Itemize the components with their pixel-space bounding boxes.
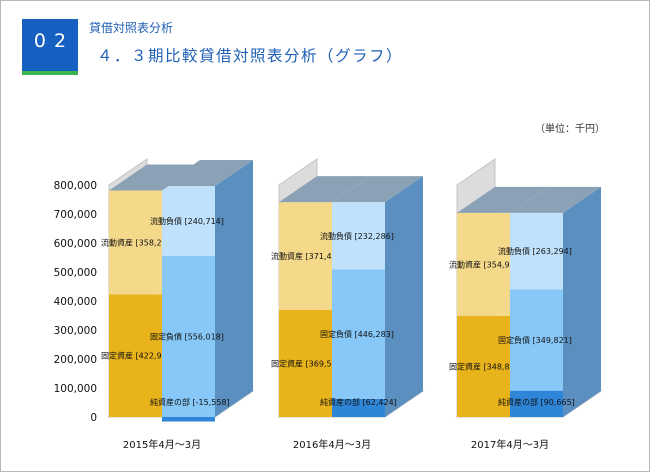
- liability-segment-current: [332, 202, 385, 270]
- page-title: ４．３期比較貸借対照表分析（グラフ）: [97, 47, 404, 65]
- bar-side-face: [215, 159, 253, 417]
- asset-top-face: [109, 164, 200, 191]
- y-tick-label: 600,000: [54, 238, 97, 250]
- asset-top-face: [457, 186, 548, 213]
- liability-segment-fixed: [510, 289, 563, 391]
- asset-segment-fixed: [279, 309, 332, 417]
- y-tick-label: 100,000: [54, 383, 97, 395]
- liability-segment-equity: [332, 398, 385, 417]
- liability-segment-equity: [510, 390, 563, 417]
- liability-top-face: [162, 159, 253, 186]
- liability-segment-label: 固定負債 [446,283]: [320, 329, 394, 339]
- y-tick-label: 200,000: [54, 354, 97, 366]
- period-group-2: 固定資産 [369,54 流動資産 [371,45 純資産の部 [62,424] 固定…: [271, 158, 425, 451]
- asset-segment-label: 流動資産 [354,96: [449, 259, 515, 269]
- liability-segment-equity: [162, 417, 215, 422]
- liability-top-face: [510, 186, 601, 213]
- asset-segment-label: 固定資産 [348,81: [449, 361, 515, 371]
- liability-segment-label: 固定負債 [556,018]: [150, 331, 224, 341]
- y-tick-label: 400,000: [54, 296, 97, 308]
- liability-segment-label: 純資産の部 [90,665]: [498, 397, 575, 407]
- asset-segment-fixed: [109, 294, 162, 417]
- x-category-label: 2015年4月～3月: [123, 438, 201, 451]
- asset-segment-label: 固定資産 [369,54: [271, 358, 337, 368]
- bar-side-face: [563, 186, 601, 417]
- x-category-label: 2016年4月～3月: [293, 438, 371, 451]
- asset-segment-current: [279, 202, 332, 310]
- y-tick-label: 500,000: [54, 267, 97, 279]
- section-number: 02: [33, 30, 75, 52]
- period-group-3: 固定資産 [348,81 流動資産 [354,96 純資産の部 [90,665] 固定…: [449, 158, 603, 451]
- x-category-label: 2017年4月～3月: [471, 438, 549, 451]
- unit-label: （単位：千円）: [535, 124, 605, 135]
- section-subtitle: 貸借対照表分析: [89, 21, 174, 35]
- liability-segment-label: 流動負債 [232,286]: [320, 231, 394, 241]
- y-tick-label: 800,000: [54, 180, 97, 192]
- y-tick-label: 0: [90, 412, 97, 424]
- asset-segment-label: 流動資産 [358,20: [101, 237, 167, 247]
- liability-segment-label: 純資産の部 [62,424]: [320, 397, 397, 407]
- liability-segment-label: 流動負債 [263,294]: [498, 246, 572, 256]
- asset-segment-label: 流動資産 [371,45: [271, 251, 337, 261]
- badge-accent-bar: [22, 71, 78, 75]
- liability-segment-label: 固定負債 [349,821]: [498, 335, 572, 345]
- y-tick-label: 700,000: [54, 209, 97, 221]
- asset-segment-current: [109, 190, 162, 295]
- liability-segment-label: 純資産の部 [-15,558]: [150, 397, 230, 407]
- liability-top-face: [332, 176, 423, 203]
- liability-segment-label: 流動負債 [240,714]: [150, 216, 224, 226]
- period-group-1: 固定資産 [422,97 流動資産 [358,20 純資産の部 [-15,558] 固…: [101, 158, 255, 451]
- liability-segment-current: [162, 185, 215, 256]
- bar-side-face: [385, 176, 423, 417]
- section-number-badge: 02: [22, 19, 78, 71]
- asset-top-face: [279, 176, 370, 203]
- asset-segment-current: [457, 212, 510, 316]
- asset-segment-fixed: [457, 315, 510, 417]
- y-tick-label: 300,000: [54, 325, 97, 337]
- liability-segment-fixed: [162, 255, 215, 417]
- asset-segment-label: 固定資産 [422,97: [101, 351, 167, 361]
- liability-segment-current: [510, 212, 563, 290]
- liability-segment-fixed: [332, 269, 385, 399]
